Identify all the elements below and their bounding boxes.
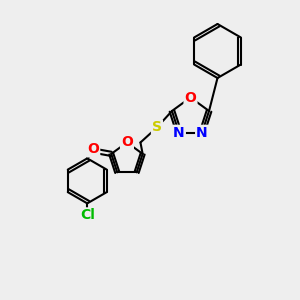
Text: O: O [121,136,133,149]
Text: N: N [173,126,185,140]
Text: N: N [196,126,208,140]
Text: O: O [184,91,196,104]
Text: S: S [152,121,162,134]
Text: Cl: Cl [80,208,95,222]
Text: O: O [87,142,99,156]
